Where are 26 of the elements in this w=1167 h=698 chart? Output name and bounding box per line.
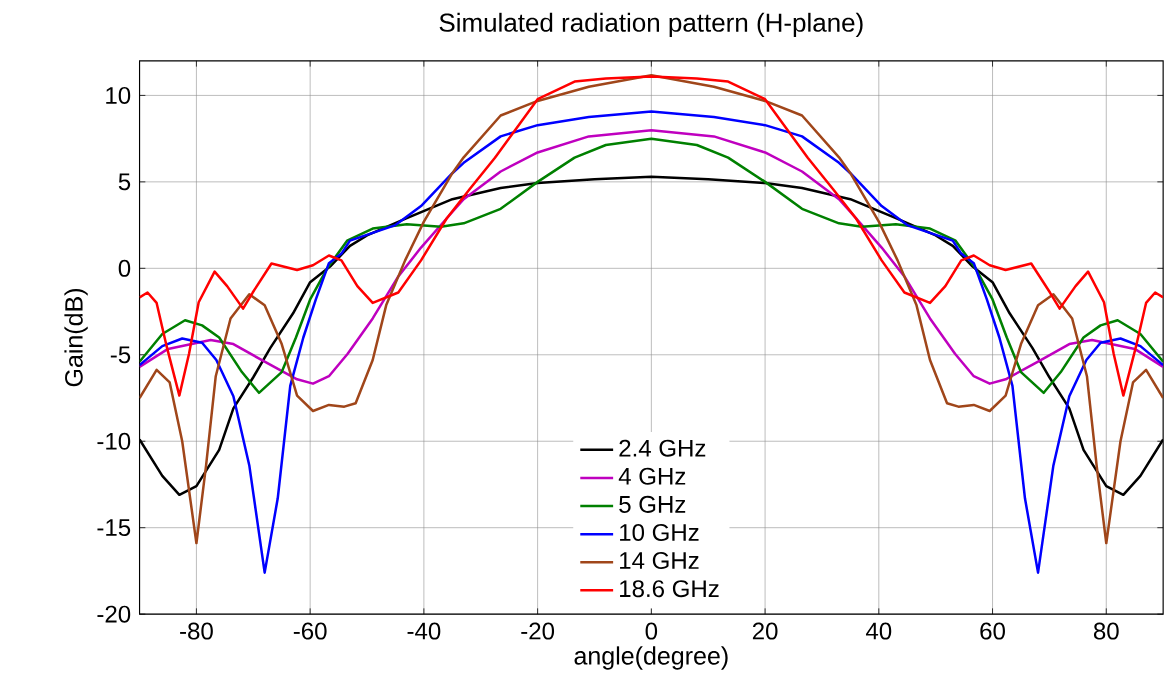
- line-series: [139, 75, 1164, 397]
- x-tick-label: -40: [407, 622, 441, 640]
- y-tick-label: 10: [106, 86, 131, 104]
- legend-label: 5 GHz: [619, 495, 686, 513]
- legend-label: 2.4 GHz: [619, 439, 706, 457]
- y-tick-label: -20: [97, 605, 131, 623]
- x-tick-label: -20: [521, 622, 555, 640]
- y-tick-label: -15: [97, 519, 131, 537]
- x-tick-label: 60: [980, 622, 1005, 640]
- legend-label: 4 GHz: [618, 467, 686, 485]
- x-tick-label: 20: [752, 622, 778, 640]
- x-tick-label: 80: [1093, 622, 1119, 640]
- y-axis-title: Gain(dB): [64, 288, 88, 387]
- x-tick-label: 40: [865, 622, 892, 640]
- legend-label: 18.6 GHz: [620, 580, 719, 598]
- legend-label: 14 GHz: [620, 551, 699, 569]
- y-tick-label: 5: [118, 173, 131, 191]
- x-tick-label: 0: [645, 622, 658, 640]
- chart-title: Simulated radiation pattern (H-plane): [439, 12, 863, 37]
- x-tick-label: -80: [180, 622, 213, 640]
- y-tick-label: -5: [110, 346, 131, 364]
- x-tick-label: -60: [293, 622, 327, 640]
- x-axis-title: angle(degree): [574, 646, 728, 670]
- y-tick-label: 0: [118, 259, 131, 277]
- legend-label: 10 GHz: [620, 523, 699, 541]
- y-tick-label: -10: [97, 432, 131, 450]
